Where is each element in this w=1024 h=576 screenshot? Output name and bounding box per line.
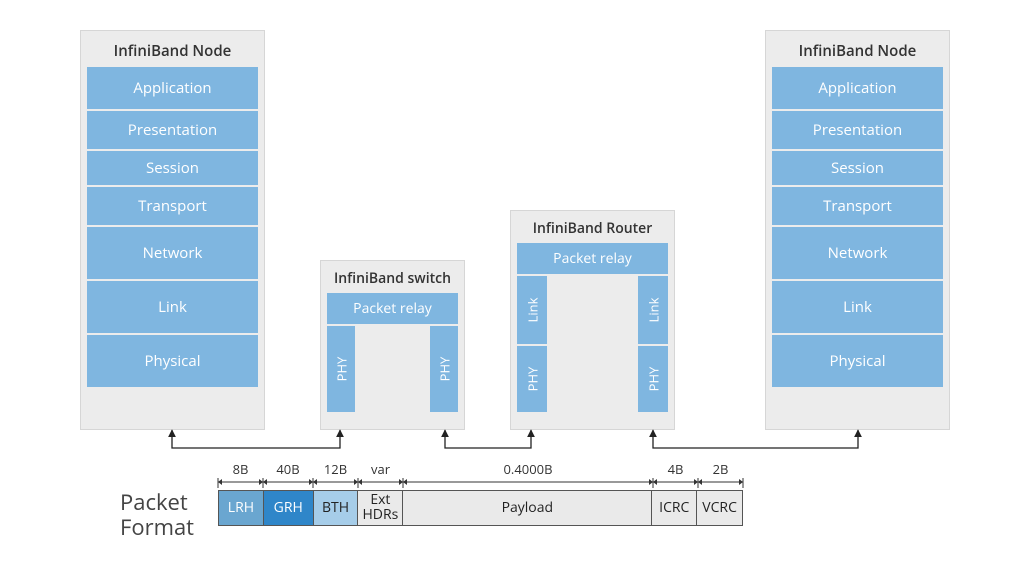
- pf-size-vcrc: 2B: [713, 460, 729, 478]
- router-relay: Packet relay: [517, 243, 668, 274]
- router-title: InfiniBand Router: [517, 217, 668, 243]
- switch-title: InfiniBand switch: [327, 267, 458, 293]
- router-legs: Link Link PHY PHY: [517, 276, 668, 412]
- pf-seg-ext-hdrs: ExtHDRs: [358, 491, 403, 525]
- pf-size-icrc: 4B: [668, 460, 684, 478]
- switch-leg-right: PHY: [430, 326, 458, 412]
- switch-block: InfiniBand switch Packet relay PHY PHY: [320, 260, 465, 430]
- layer-session: Session: [87, 151, 258, 185]
- pf-size-ext-hdrs: var: [371, 460, 391, 478]
- node-left-title: InfiniBand Node: [87, 37, 258, 67]
- router-block: InfiniBand Router Packet relay Link Link…: [510, 210, 675, 430]
- pf-seg-icrc: ICRC: [652, 491, 697, 525]
- router-leg-left-bot: PHY: [517, 346, 547, 412]
- layer-transport: Transport: [772, 187, 943, 225]
- router-leg-right-top: Link: [638, 276, 668, 344]
- pf-size-grh: 40B: [276, 460, 299, 478]
- layer-physical: Physical: [87, 335, 258, 387]
- layer-presentation: Presentation: [772, 111, 943, 149]
- packet-format-bar: LRHGRHBTHExtHDRsPayloadICRCVCRC: [218, 490, 743, 526]
- pf-size-lrh: 8B: [233, 460, 249, 478]
- layer-application: Application: [87, 67, 258, 109]
- node-right-layers: ApplicationPresentationSessionTransportN…: [772, 67, 943, 387]
- pf-seg-bth: BTH: [314, 491, 359, 525]
- node-right-title: InfiniBand Node: [772, 37, 943, 67]
- layer-link: Link: [87, 281, 258, 333]
- switch-relay: Packet relay: [327, 293, 458, 324]
- layer-application: Application: [772, 67, 943, 109]
- layer-transport: Transport: [87, 187, 258, 225]
- packet-format-label: Packet Format: [120, 490, 194, 541]
- pf-seg-lrh: LRH: [219, 491, 264, 525]
- layer-link: Link: [772, 281, 943, 333]
- layer-physical: Physical: [772, 335, 943, 387]
- pf-seg-payload: Payload: [403, 491, 652, 525]
- pf-size-bth: 12B: [324, 460, 347, 478]
- layer-network: Network: [87, 227, 258, 279]
- layer-presentation: Presentation: [87, 111, 258, 149]
- packet-format-sizes: 8B 40B 12B var 0.4000B 4B 2B: [218, 462, 743, 490]
- diagram-stage: InfiniBand Node ApplicationPresentationS…: [80, 30, 950, 440]
- router-leg-left-top: Link: [517, 276, 547, 344]
- pf-seg-grh: GRH: [264, 491, 314, 525]
- node-left-layers: ApplicationPresentationSessionTransportN…: [87, 67, 258, 387]
- switch-legs: PHY PHY: [327, 326, 458, 412]
- pf-seg-vcrc: VCRC: [697, 491, 742, 525]
- layer-network: Network: [772, 227, 943, 279]
- node-left: InfiniBand Node ApplicationPresentationS…: [80, 30, 265, 430]
- node-right: InfiniBand Node ApplicationPresentationS…: [765, 30, 950, 430]
- switch-leg-left: PHY: [327, 326, 355, 412]
- pf-size-payload: 0.4000B: [504, 460, 553, 478]
- layer-session: Session: [772, 151, 943, 185]
- router-leg-right-bot: PHY: [638, 346, 668, 412]
